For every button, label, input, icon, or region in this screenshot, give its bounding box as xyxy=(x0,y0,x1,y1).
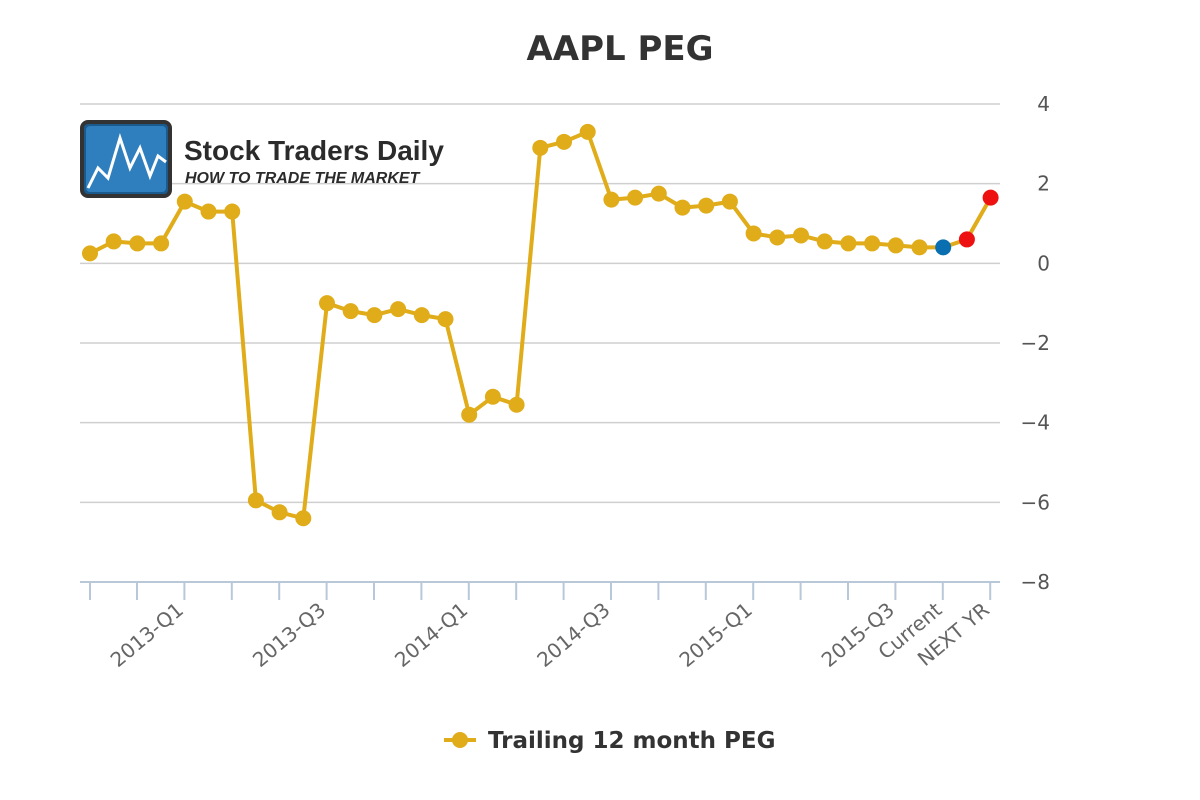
y-tick-label: 2 xyxy=(1037,172,1050,196)
data-point[interactable] xyxy=(200,203,217,220)
legend[interactable]: Trailing 12 month PEG xyxy=(444,728,776,754)
gridlines xyxy=(80,103,1000,504)
series-trailing-12-month-peg xyxy=(82,123,999,527)
data-point[interactable] xyxy=(82,245,98,262)
data-point[interactable] xyxy=(603,191,620,208)
data-point[interactable] xyxy=(484,388,501,405)
data-point[interactable] xyxy=(153,235,170,252)
data-point[interactable] xyxy=(366,307,383,324)
data-point[interactable] xyxy=(674,199,691,216)
x-tick-label: 2014-Q1 xyxy=(390,597,472,672)
x-tick-label: 2013-Q3 xyxy=(248,597,330,672)
y-axis: 4 2 0 −2 −4 −6 −8 xyxy=(1021,92,1050,594)
data-point[interactable] xyxy=(224,203,241,220)
data-point[interactable] xyxy=(532,139,549,156)
data-point[interactable] xyxy=(650,185,667,202)
x-tick-label: 2014-Q3 xyxy=(532,597,614,672)
stock-traders-daily-logo: Stock Traders Daily HOW TO TRADE THE MAR… xyxy=(80,120,444,198)
data-point[interactable] xyxy=(271,504,288,521)
y-tick-label: −8 xyxy=(1021,570,1050,594)
data-point[interactable] xyxy=(982,189,999,206)
y-tick-label: −2 xyxy=(1021,331,1050,355)
x-tick-label: 2015-Q1 xyxy=(674,597,756,672)
data-point[interactable] xyxy=(840,235,857,252)
legend-marker xyxy=(452,732,468,748)
data-point[interactable] xyxy=(295,510,312,527)
data-point[interactable] xyxy=(390,301,407,318)
data-point[interactable] xyxy=(769,229,786,246)
legend-label: Trailing 12 month PEG xyxy=(488,728,776,754)
data-point[interactable] xyxy=(745,225,762,242)
data-point[interactable] xyxy=(698,197,715,214)
data-point[interactable] xyxy=(793,227,809,244)
series-line xyxy=(89,129,993,521)
data-point[interactable] xyxy=(887,237,904,254)
logo-zigzag-icon xyxy=(86,133,167,189)
data-point[interactable] xyxy=(437,311,454,328)
data-point[interactable] xyxy=(579,123,596,140)
data-point[interactable] xyxy=(864,235,881,252)
x-tick-label: 2013-Q1 xyxy=(106,597,188,672)
data-point[interactable] xyxy=(413,307,430,324)
data-point[interactable] xyxy=(247,492,264,509)
data-point[interactable] xyxy=(911,239,928,256)
data-point[interactable] xyxy=(721,193,738,210)
y-tick-label: −4 xyxy=(1021,411,1050,435)
y-tick-label: 0 xyxy=(1037,251,1050,275)
data-point[interactable] xyxy=(105,233,122,250)
data-point[interactable] xyxy=(508,396,525,413)
y-tick-label: 4 xyxy=(1037,92,1050,116)
data-point[interactable] xyxy=(461,406,478,423)
data-point[interactable] xyxy=(958,231,975,248)
data-point[interactable] xyxy=(556,133,572,150)
data-point[interactable] xyxy=(935,239,952,256)
logo-title: Stock Traders Daily xyxy=(184,135,444,166)
data-point[interactable] xyxy=(129,235,146,252)
data-point[interactable] xyxy=(816,233,833,250)
data-point[interactable] xyxy=(319,295,335,312)
chart-title: AAPL PEG xyxy=(526,29,713,69)
data-point[interactable] xyxy=(176,193,193,210)
data-point[interactable] xyxy=(342,303,359,320)
logo-subtitle: HOW TO TRADE THE MARKET xyxy=(185,170,421,187)
data-point[interactable] xyxy=(627,189,644,206)
x-axis: 2013-Q1 2013-Q3 2014-Q1 2014-Q3 2015-Q1 2015-… xyxy=(80,581,1000,672)
y-tick-label: −6 xyxy=(1021,490,1050,514)
